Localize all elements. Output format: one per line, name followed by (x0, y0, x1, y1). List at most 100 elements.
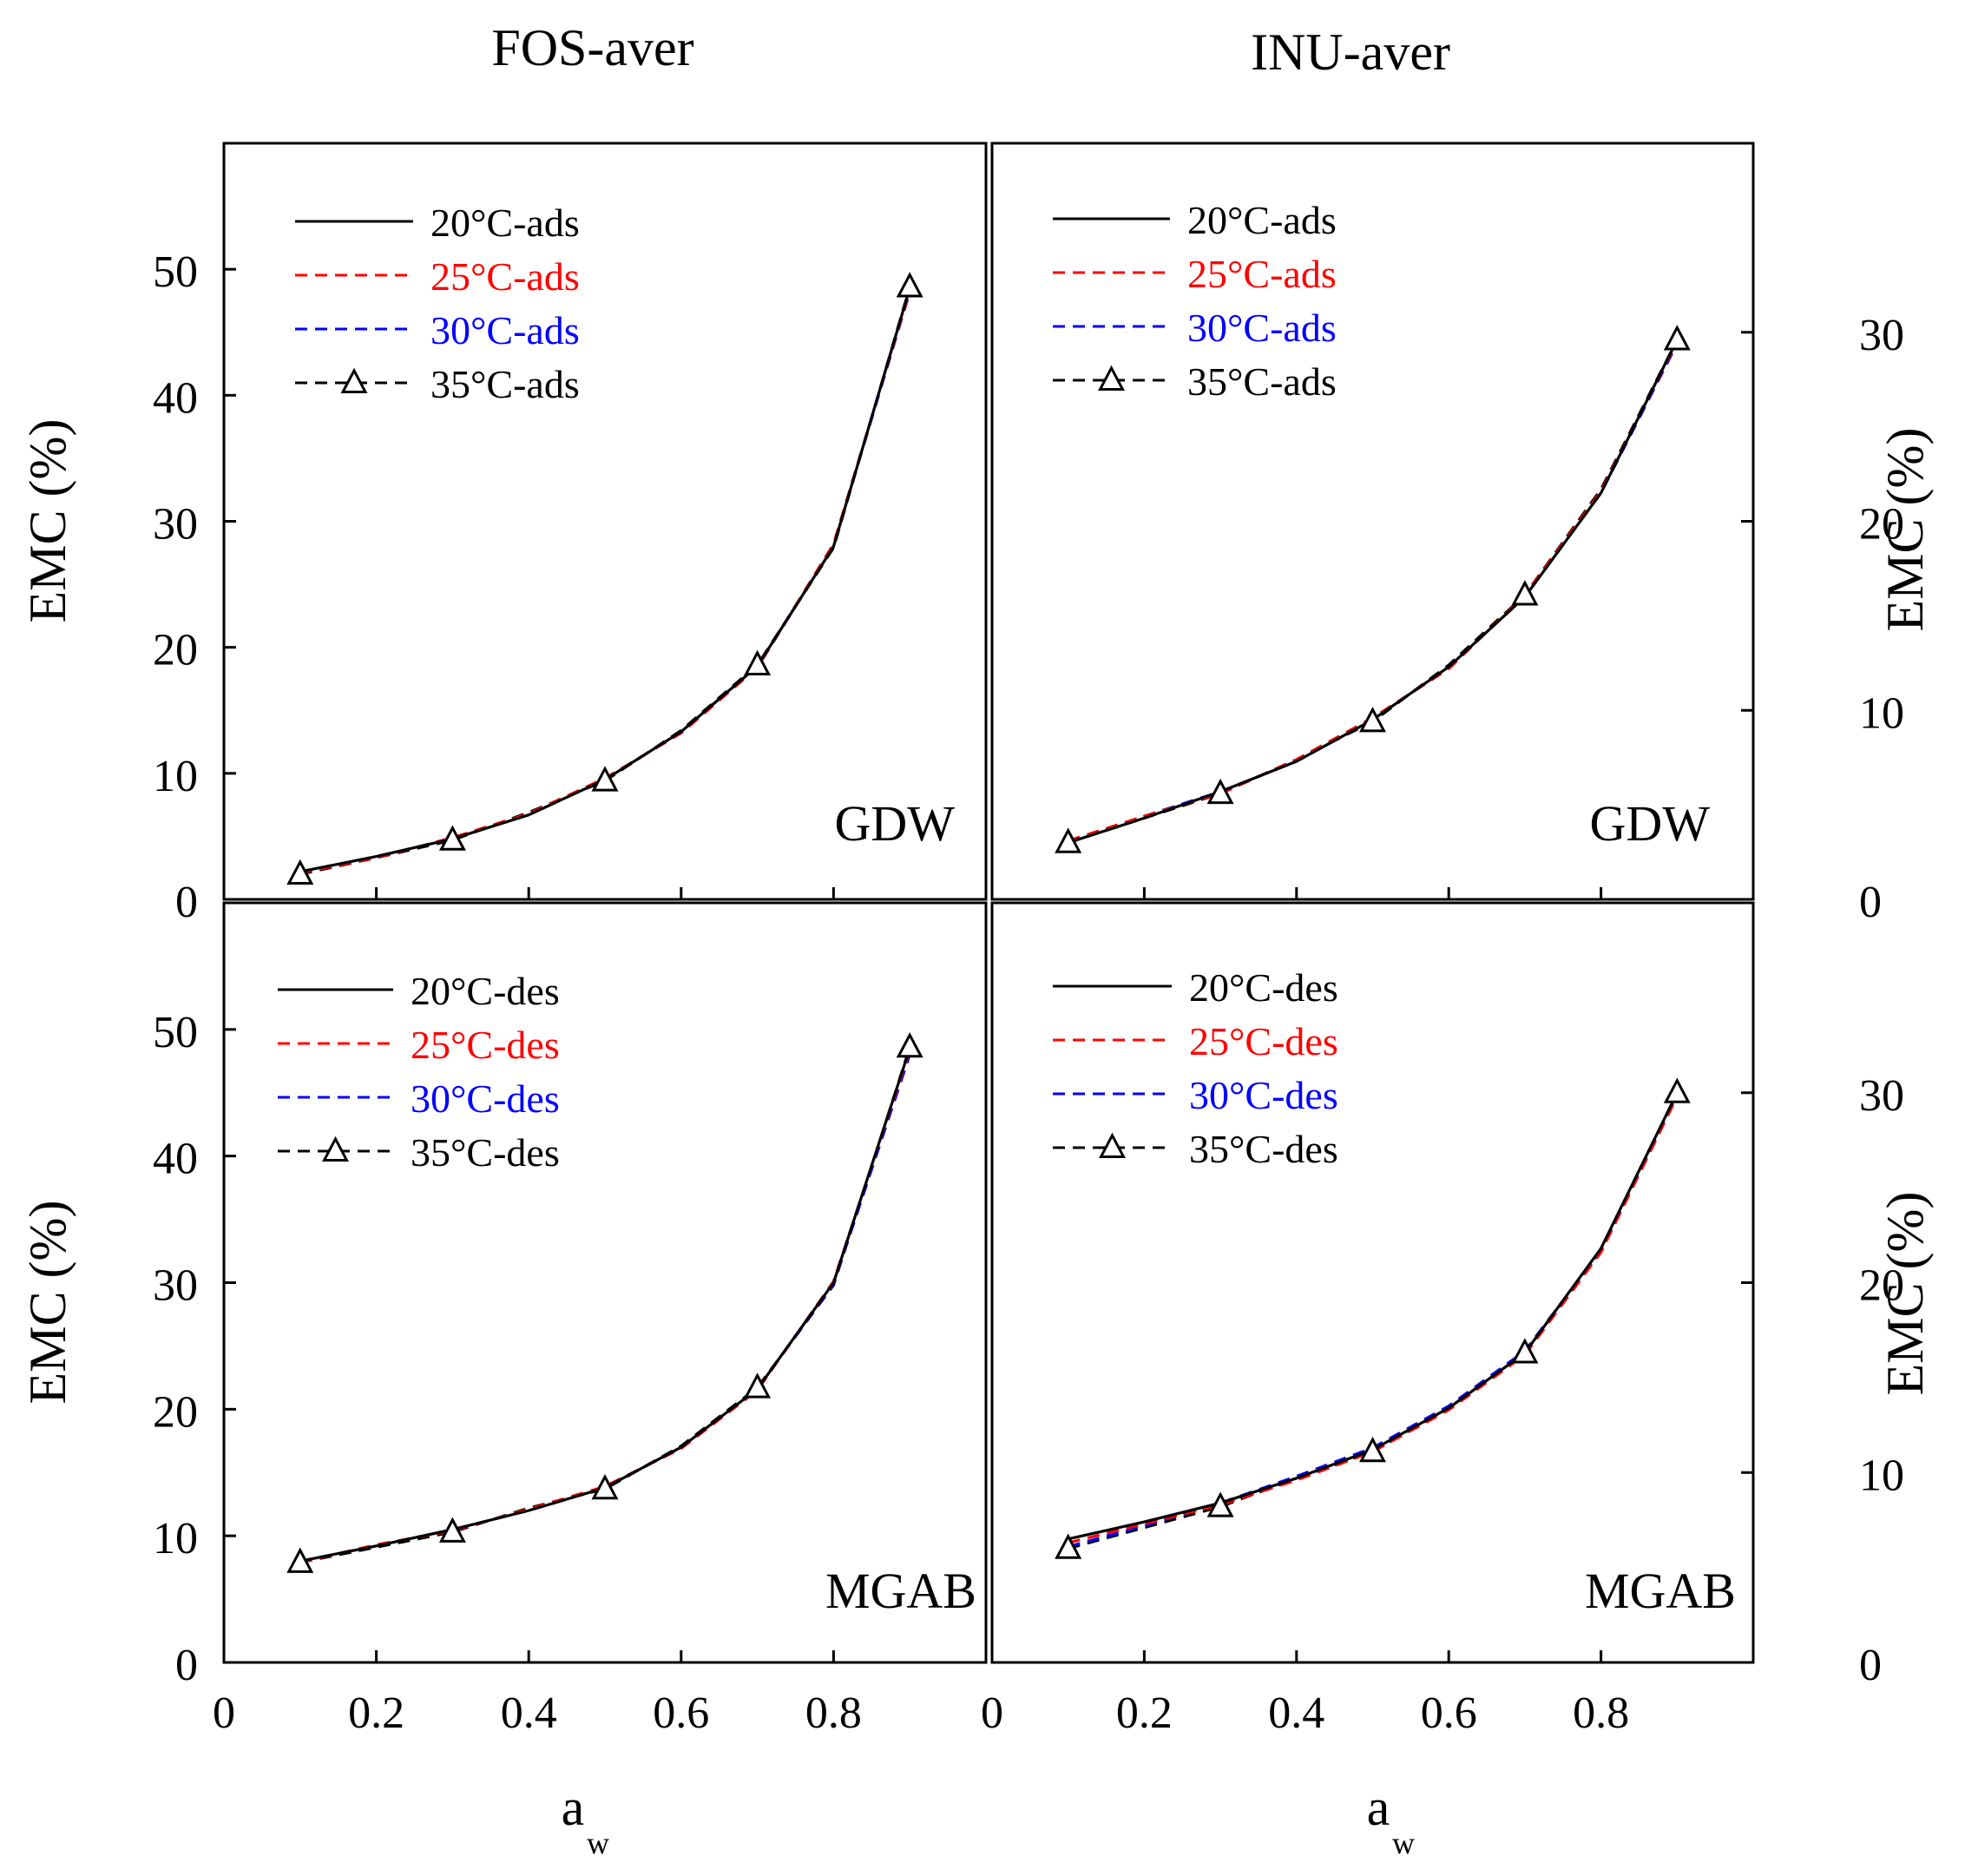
ylabel-bottom-right: EMC (%) (1876, 1192, 1934, 1396)
plot-frame (222, 901, 988, 1664)
panel-label: GDW (834, 795, 955, 852)
series-line-1 (1068, 339, 1679, 845)
series-marker (1511, 1338, 1539, 1364)
series-line-2 (1068, 1096, 1679, 1544)
y-tick-label: 50 (153, 1008, 198, 1057)
xlabel-right-main: a (1367, 1779, 1390, 1836)
legend-label: 30°C-ads (1187, 306, 1337, 350)
y-tick-label: 30 (153, 500, 198, 550)
legend-label: 25°C-des (411, 1023, 560, 1067)
x-tick-label: 0.8 (1573, 1688, 1629, 1738)
series-line-3 (1068, 1094, 1679, 1549)
legend-marker (340, 367, 368, 394)
y-tick-label: 40 (153, 1135, 198, 1184)
series-marker (896, 272, 923, 298)
series-marker (1511, 580, 1539, 606)
y-tick-label: 20 (1859, 1261, 1904, 1311)
series-marker (438, 825, 466, 851)
series-marker (1663, 325, 1691, 351)
panel-label: GDW (1589, 795, 1710, 852)
y-tick-label: 40 (153, 373, 198, 423)
ylabel-bottom-left: EMC (%) (19, 1201, 76, 1405)
y-tick-label: 10 (153, 1514, 198, 1563)
series-marker (1055, 827, 1082, 853)
series-marker (438, 1517, 466, 1543)
plot-frame (990, 901, 1755, 1664)
panel-label: MGAB (1585, 1563, 1736, 1619)
panel-inu-des: 0 10 20 30 0 0.2 0.4 0.6 0.8 20°C-des 25°C-des 30°C… (981, 901, 1904, 1738)
legend-label: 25°C-ads (430, 254, 580, 299)
series-marker (591, 766, 619, 792)
legend-label: 20°C-des (411, 969, 560, 1013)
legend-label: 35°C-des (411, 1130, 560, 1175)
series-marker (1663, 1077, 1691, 1103)
legend-label: 25°C-ads (1187, 252, 1337, 296)
series-marker (744, 649, 772, 676)
legend-label: 35°C-ads (1187, 359, 1337, 404)
series-marker (896, 1032, 923, 1058)
y-tick-label: 0 (1859, 1641, 1882, 1690)
series-line-1 (1068, 1092, 1679, 1541)
y-tick-label: 20 (153, 626, 198, 675)
legend-label: 35°C-ads (430, 362, 580, 406)
legend-label: 35°C-des (1189, 1127, 1338, 1171)
series-marker (286, 859, 314, 885)
x-tick-label: 0 (213, 1688, 235, 1738)
series-marker (1206, 1491, 1234, 1517)
y-tick-label: 10 (1859, 688, 1904, 738)
y-tick-label: 30 (1859, 311, 1904, 360)
column-title-inu: INU-aver (1251, 23, 1450, 81)
panel-inu-ads: 0 10 20 30 20°C-ads 25°C-ads 30°C-ads 35°C-ads G… (990, 142, 1904, 927)
ylabel-top-right: EMC (%) (1876, 428, 1934, 632)
panels: 0 10 20 30 40 50 20°C-ads 25°C-ads 30°C-ads 35°C-… (153, 142, 1904, 1738)
series-marker (1206, 778, 1234, 805)
series-line-4 (1068, 1092, 1679, 1550)
legend-label: 20°C-ads (1187, 198, 1337, 242)
column-title-fos: FOS-aver (491, 19, 693, 76)
y-tick-label: 50 (153, 247, 198, 297)
legend-label: 30°C-des (1189, 1073, 1338, 1117)
series-marker (744, 1372, 772, 1399)
plot-frame (990, 142, 1755, 901)
series-marker (1055, 1533, 1082, 1559)
series-marker (286, 1547, 314, 1573)
xlabel-left-main: a (562, 1779, 585, 1836)
series-marker (1359, 1436, 1386, 1463)
x-tick-label: 0.2 (1116, 1688, 1173, 1738)
x-tick-label: 0.8 (805, 1688, 862, 1738)
xlabel-right-sub: w (1392, 1826, 1415, 1860)
y-tick-label: 0 (1859, 878, 1882, 927)
x-tick-label: 0.4 (501, 1688, 557, 1738)
panel-label: MGAB (825, 1563, 976, 1619)
xlabel-left-sub: w (587, 1826, 609, 1860)
y-tick-label: 10 (1859, 1451, 1904, 1500)
series-marker (1359, 707, 1386, 733)
x-tick-label: 0.2 (348, 1688, 404, 1738)
series-line-2 (1068, 340, 1679, 843)
x-tick-label: 0.4 (1268, 1688, 1324, 1738)
y-tick-label: 30 (1859, 1071, 1904, 1121)
legend-label: 25°C-des (1189, 1019, 1338, 1063)
legend-marker (322, 1135, 349, 1162)
y-tick-label: 0 (175, 1641, 198, 1690)
y-tick-label: 10 (153, 752, 198, 801)
y-tick-label: 20 (1859, 500, 1904, 550)
x-tick-label: 0.6 (653, 1688, 709, 1738)
x-tick-label: 0.6 (1421, 1688, 1477, 1738)
y-tick-label: 20 (153, 1387, 198, 1437)
series-line-4 (1068, 339, 1679, 845)
panel-fos-ads: 0 10 20 30 40 50 20°C-ads 25°C-ads 30°C-ads 35°C-… (153, 142, 988, 927)
y-tick-label: 0 (175, 878, 198, 927)
legend-label: 30°C-ads (430, 308, 580, 352)
series-marker (591, 1473, 619, 1500)
legend-label: 20°C-ads (430, 201, 580, 245)
ylabel-top-left: EMC (%) (19, 419, 76, 623)
legend-marker (1098, 365, 1125, 392)
legend-label: 30°C-des (411, 1076, 560, 1121)
legend-marker (1099, 1132, 1126, 1159)
legend-label: 20°C-des (1189, 965, 1338, 1010)
panel-fos-des: 0 10 20 30 40 50 0 0.2 0.4 0.6 0.8 20°C-des 25°C-des… (153, 901, 988, 1738)
y-tick-label: 30 (153, 1261, 198, 1311)
series-line-3 (1068, 343, 1679, 845)
